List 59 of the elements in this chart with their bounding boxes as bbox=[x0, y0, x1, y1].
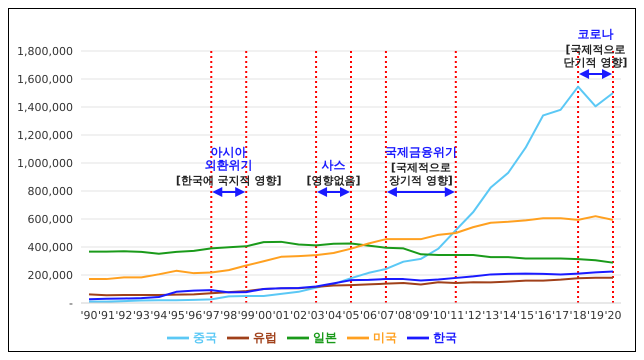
x-tick-label: '92 bbox=[115, 308, 132, 322]
x-tick-label: '99 bbox=[238, 308, 255, 322]
legend-label: 중국 bbox=[193, 330, 217, 344]
x-tick-label: '03 bbox=[308, 308, 325, 322]
x-tick-label: '16 bbox=[534, 308, 552, 322]
x-tick-label: '19 bbox=[587, 308, 604, 322]
x-tick-label: '06 bbox=[360, 308, 377, 322]
legend-label: 일본 bbox=[313, 330, 337, 344]
x-tick-label: '04 bbox=[325, 308, 342, 322]
annotation: 국제금융위기 bbox=[384, 145, 457, 159]
y-tick-label: 600,000 bbox=[28, 212, 73, 226]
y-tick-label: 1,400,000 bbox=[17, 100, 73, 114]
x-tick-label: '07 bbox=[377, 308, 394, 322]
x-tick-label: '96 bbox=[185, 308, 202, 322]
line-series bbox=[88, 215, 614, 280]
y-tick-label: 400,000 bbox=[28, 240, 73, 254]
x-tick-label: '20 bbox=[604, 308, 622, 322]
line-series bbox=[88, 240, 614, 264]
y-tick-label: 1,800,000 bbox=[17, 44, 73, 58]
annotation: [영향없음] bbox=[306, 174, 361, 187]
annotation: [한국에 국지적 영향] bbox=[176, 174, 282, 187]
x-tick-label: '12 bbox=[464, 308, 482, 322]
x-tick-label: '09 bbox=[412, 308, 430, 322]
annotation: 아시아 외환위기 bbox=[204, 145, 253, 172]
x-tick-label: '10 bbox=[430, 308, 447, 322]
y-tick-label: - bbox=[69, 296, 74, 310]
line-series bbox=[88, 86, 614, 303]
x-tick-label: '98 bbox=[220, 308, 238, 322]
annotation: 사스 bbox=[322, 158, 346, 172]
x-tick-label: '95 bbox=[168, 308, 185, 322]
x-tick-label: '97 bbox=[202, 308, 220, 322]
y-tick-label: 1,600,000 bbox=[17, 72, 73, 86]
x-tick-label: '02 bbox=[290, 308, 308, 322]
x-tick-label: '94 bbox=[150, 308, 168, 322]
legend-label: 미국 bbox=[373, 330, 397, 344]
annotation: [국제적으로 단기적 영향] bbox=[564, 43, 628, 69]
annotation: [국제적으로 장기적 영향] bbox=[388, 161, 453, 187]
y-tick-label: 1,000,000 bbox=[17, 156, 73, 170]
x-tick-label: '14 bbox=[500, 308, 517, 322]
legend-label: 유럽 bbox=[253, 330, 277, 344]
x-tick-label: '08 bbox=[394, 308, 412, 322]
x-tick-label: '93 bbox=[132, 308, 150, 322]
y-tick-label: 200,000 bbox=[28, 268, 73, 282]
x-tick-label: '05 bbox=[342, 308, 360, 322]
x-tick-label: '15 bbox=[517, 308, 534, 322]
y-tick-label: 800,000 bbox=[28, 184, 73, 198]
x-tick-label: '18 bbox=[570, 308, 587, 322]
x-tick-label: '00 bbox=[255, 308, 272, 322]
legend-label: 한국 bbox=[433, 330, 457, 344]
y-tick-label: 1,200,000 bbox=[17, 128, 73, 142]
x-tick-label: '17 bbox=[552, 308, 570, 322]
line-series bbox=[88, 270, 614, 300]
x-tick-label: '90 bbox=[80, 308, 98, 322]
x-tick-label: '13 bbox=[482, 308, 500, 322]
x-tick-label: '91 bbox=[98, 308, 115, 322]
text: 코로나 bbox=[578, 27, 614, 41]
line-series bbox=[88, 276, 614, 296]
x-tick-label: '11 bbox=[447, 308, 464, 322]
x-tick-label: '01 bbox=[272, 308, 290, 322]
